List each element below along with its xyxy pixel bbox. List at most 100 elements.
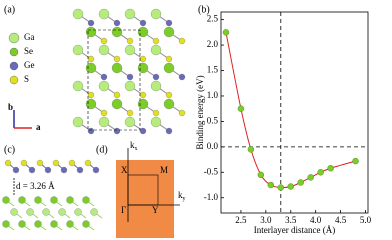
marker bbox=[257, 171, 265, 179]
kx-sub: x bbox=[135, 146, 138, 152]
atom bbox=[126, 37, 134, 45]
atom bbox=[165, 91, 173, 99]
marker bbox=[297, 179, 304, 186]
atom bbox=[66, 220, 74, 228]
atom bbox=[36, 159, 44, 167]
atom bbox=[124, 116, 136, 128]
atom bbox=[152, 109, 160, 117]
atom bbox=[178, 37, 186, 45]
atom bbox=[100, 73, 108, 81]
atom bbox=[2, 196, 10, 204]
x-tick-label: 4.5 bbox=[335, 215, 347, 225]
zone bbox=[127, 174, 159, 206]
atom bbox=[2, 220, 10, 228]
atom bbox=[68, 159, 76, 167]
atom bbox=[150, 8, 162, 20]
atom bbox=[90, 208, 98, 216]
y-tick-label: 0.0 bbox=[207, 141, 219, 151]
panel-label: (c) bbox=[4, 144, 15, 155]
point: M bbox=[160, 165, 168, 175]
atom bbox=[150, 44, 162, 56]
atom bbox=[50, 220, 58, 228]
atom bbox=[34, 220, 42, 228]
y-tick-label: 2.0 bbox=[207, 39, 219, 49]
x-tick-label: 2.5 bbox=[235, 215, 247, 225]
ky-sub: y bbox=[183, 196, 186, 202]
line bbox=[225, 32, 356, 189]
legend-label: Ga bbox=[24, 32, 35, 42]
x-tick-label: 3.0 bbox=[260, 215, 272, 225]
atom bbox=[87, 55, 95, 63]
y-axis-label: Binding energy (eV) bbox=[195, 75, 205, 149]
x-tick-label: 4.0 bbox=[310, 215, 322, 225]
atom bbox=[126, 73, 134, 81]
atom bbox=[139, 127, 147, 135]
atom bbox=[113, 127, 121, 135]
marker bbox=[307, 174, 314, 181]
atom bbox=[178, 73, 186, 81]
ky: ky bbox=[178, 190, 186, 202]
atom bbox=[139, 55, 147, 63]
axis-b: b bbox=[8, 102, 13, 112]
axis-a: a bbox=[36, 122, 41, 132]
legend-label: S bbox=[24, 74, 29, 84]
point: X bbox=[121, 165, 128, 175]
atom bbox=[165, 127, 173, 135]
structure bbox=[2, 8, 186, 231]
atom bbox=[152, 37, 160, 45]
atom bbox=[124, 8, 136, 20]
atom bbox=[87, 91, 95, 99]
atom bbox=[87, 19, 95, 27]
legend-marker bbox=[9, 75, 19, 85]
atom bbox=[85, 98, 97, 110]
plot-frame bbox=[220, 11, 369, 214]
atom bbox=[10, 208, 18, 216]
atom bbox=[137, 26, 149, 38]
atom bbox=[152, 73, 160, 81]
atom bbox=[76, 166, 84, 174]
atom bbox=[137, 98, 149, 110]
atom bbox=[126, 109, 134, 117]
atom bbox=[165, 19, 173, 27]
y-tick-label: 1.0 bbox=[207, 90, 219, 100]
atom bbox=[42, 208, 50, 216]
atom bbox=[98, 116, 110, 128]
atom bbox=[139, 91, 147, 99]
atom bbox=[98, 44, 110, 56]
atom bbox=[66, 196, 74, 204]
atom bbox=[98, 8, 110, 20]
atom bbox=[113, 19, 121, 27]
legend-marker bbox=[9, 61, 19, 71]
atom bbox=[150, 80, 162, 92]
marker bbox=[267, 181, 275, 189]
atom bbox=[92, 166, 100, 174]
atom bbox=[34, 196, 42, 204]
point: Γ bbox=[121, 205, 126, 215]
plot: 2.5 3.0 3.5 4.0 4.5 5.0 2.5 2.0 1.5 1.0 0.5 0.0 -0.5… bbox=[195, 11, 372, 235]
marker bbox=[317, 169, 324, 176]
atom bbox=[150, 116, 162, 128]
atom bbox=[113, 55, 121, 63]
atom bbox=[72, 44, 84, 56]
atom bbox=[26, 208, 34, 216]
point: Y bbox=[152, 205, 159, 215]
atom bbox=[72, 116, 84, 128]
x-axis-label: Interlayer distance (Å) bbox=[254, 225, 335, 235]
panel-label: (b) bbox=[198, 4, 210, 15]
atom bbox=[28, 166, 36, 174]
atom bbox=[100, 37, 108, 45]
atom bbox=[124, 44, 136, 56]
atom bbox=[163, 62, 175, 74]
atom bbox=[111, 62, 123, 74]
atom bbox=[72, 80, 84, 92]
legend-label: Se bbox=[24, 46, 33, 56]
distance: d = 3.26 Å bbox=[16, 181, 55, 191]
atom bbox=[124, 80, 136, 92]
atom bbox=[85, 26, 97, 38]
y-tick-label: -0.5 bbox=[204, 166, 219, 176]
atom bbox=[163, 26, 175, 38]
atom bbox=[87, 127, 95, 135]
atom bbox=[44, 166, 52, 174]
atom bbox=[178, 109, 186, 117]
atom bbox=[18, 220, 26, 228]
